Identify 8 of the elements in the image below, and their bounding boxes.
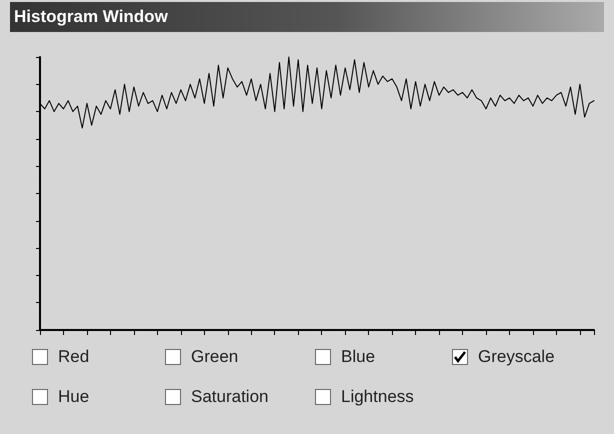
text: Blue bbox=[341, 347, 376, 367]
text: Lightness bbox=[341, 387, 414, 407]
text: Saturation bbox=[191, 387, 268, 407]
text: Red bbox=[58, 347, 90, 367]
text: Green bbox=[191, 347, 238, 367]
chart-title: Histogram Window bbox=[10, 2, 604, 32]
text: Greyscale bbox=[478, 347, 555, 367]
text: Hue bbox=[58, 387, 90, 407]
